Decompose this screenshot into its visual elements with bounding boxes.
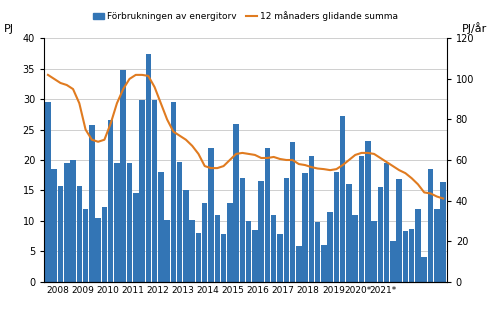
- Bar: [371, 221, 377, 282]
- Bar: [365, 140, 371, 282]
- Bar: [327, 212, 333, 282]
- Bar: [215, 215, 220, 282]
- Bar: [290, 142, 295, 282]
- Bar: [428, 169, 433, 282]
- Bar: [415, 209, 421, 282]
- Bar: [434, 209, 439, 282]
- Bar: [302, 173, 308, 282]
- Bar: [164, 220, 170, 282]
- Bar: [108, 120, 113, 282]
- Bar: [315, 222, 321, 282]
- Bar: [252, 230, 258, 282]
- Bar: [283, 178, 289, 282]
- Bar: [321, 245, 327, 282]
- Bar: [359, 156, 364, 282]
- Bar: [208, 148, 214, 282]
- Bar: [421, 257, 427, 282]
- Bar: [183, 190, 189, 282]
- Bar: [196, 233, 201, 282]
- Bar: [127, 163, 132, 282]
- Bar: [170, 102, 176, 282]
- Bar: [384, 163, 389, 282]
- Bar: [258, 181, 264, 282]
- Bar: [340, 116, 346, 282]
- Bar: [240, 178, 245, 282]
- Bar: [202, 203, 208, 282]
- Bar: [409, 229, 414, 282]
- Bar: [403, 231, 408, 282]
- Bar: [277, 234, 283, 282]
- Bar: [58, 186, 63, 282]
- Bar: [271, 215, 276, 282]
- Bar: [77, 186, 82, 282]
- Bar: [120, 70, 126, 282]
- Bar: [190, 220, 195, 282]
- Bar: [440, 182, 446, 282]
- Bar: [353, 215, 358, 282]
- Bar: [296, 246, 301, 282]
- Bar: [177, 162, 183, 282]
- Bar: [95, 218, 101, 282]
- Text: PJ: PJ: [4, 24, 14, 34]
- Bar: [133, 193, 138, 282]
- Bar: [158, 172, 164, 282]
- Bar: [70, 160, 76, 282]
- Bar: [52, 169, 57, 282]
- Bar: [308, 156, 314, 282]
- Bar: [227, 203, 233, 282]
- Bar: [265, 148, 270, 282]
- Legend: Förbrukningen av energitorv, 12 månaders glidande summa: Förbrukningen av energitorv, 12 månaders…: [93, 11, 398, 21]
- Bar: [83, 209, 88, 282]
- Bar: [246, 221, 251, 282]
- Bar: [346, 184, 352, 282]
- Bar: [390, 241, 396, 282]
- Bar: [89, 125, 95, 282]
- Bar: [152, 100, 157, 282]
- Bar: [334, 172, 339, 282]
- Bar: [64, 163, 70, 282]
- Bar: [139, 100, 145, 282]
- Bar: [378, 187, 383, 282]
- Text: PJ/år: PJ/år: [462, 22, 487, 34]
- Bar: [145, 53, 151, 282]
- Bar: [396, 180, 402, 282]
- Bar: [102, 207, 107, 282]
- Bar: [114, 163, 120, 282]
- Bar: [233, 124, 239, 282]
- Bar: [45, 102, 51, 282]
- Bar: [221, 234, 226, 282]
